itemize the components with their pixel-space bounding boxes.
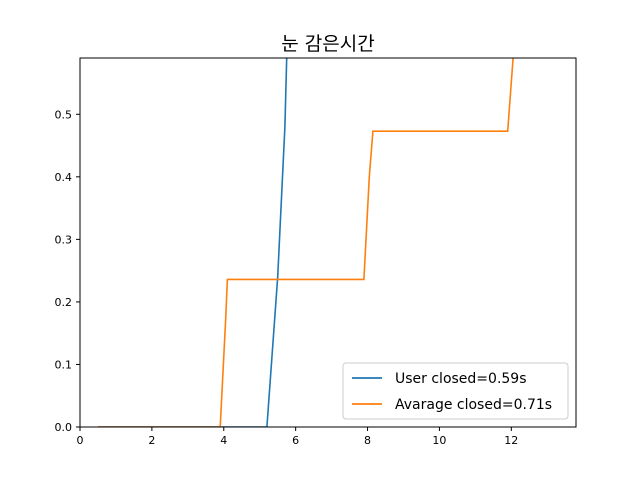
x-axis: 0 2 4 6 8 10 12 bbox=[77, 427, 518, 447]
x-tick-label: 6 bbox=[292, 434, 299, 447]
y-tick-label: 0.1 bbox=[55, 358, 73, 371]
plot-lines bbox=[98, 58, 514, 427]
x-tick-label: 4 bbox=[220, 434, 227, 447]
y-axis: 0.0 0.1 0.2 0.3 0.4 0.5 bbox=[55, 108, 80, 434]
x-tick-label: 2 bbox=[148, 434, 155, 447]
y-tick-label: 0.4 bbox=[55, 171, 73, 184]
y-tick-label: 0.2 bbox=[55, 296, 73, 309]
x-tick-label: 8 bbox=[364, 434, 371, 447]
plot-frame bbox=[79, 57, 577, 428]
x-tick-label: 0 bbox=[77, 434, 84, 447]
y-tick-label: 0.0 bbox=[55, 421, 73, 434]
y-tick-label: 0.5 bbox=[55, 108, 73, 121]
chart-title: 눈 감은시간 bbox=[281, 33, 374, 55]
legend-label-1: User closed=0.59s bbox=[395, 371, 527, 387]
series-line-1 bbox=[98, 58, 288, 427]
legend: User closed=0.59s Avarage closed=0.71s bbox=[342, 362, 569, 420]
x-tick-label: 12 bbox=[504, 434, 518, 447]
y-tick-label: 0.3 bbox=[55, 233, 73, 246]
series-line-2 bbox=[98, 58, 514, 427]
legend-box bbox=[342, 362, 569, 420]
legend-label-2: Avarage closed=0.71s bbox=[395, 397, 552, 413]
x-tick-label: 10 bbox=[432, 434, 446, 447]
